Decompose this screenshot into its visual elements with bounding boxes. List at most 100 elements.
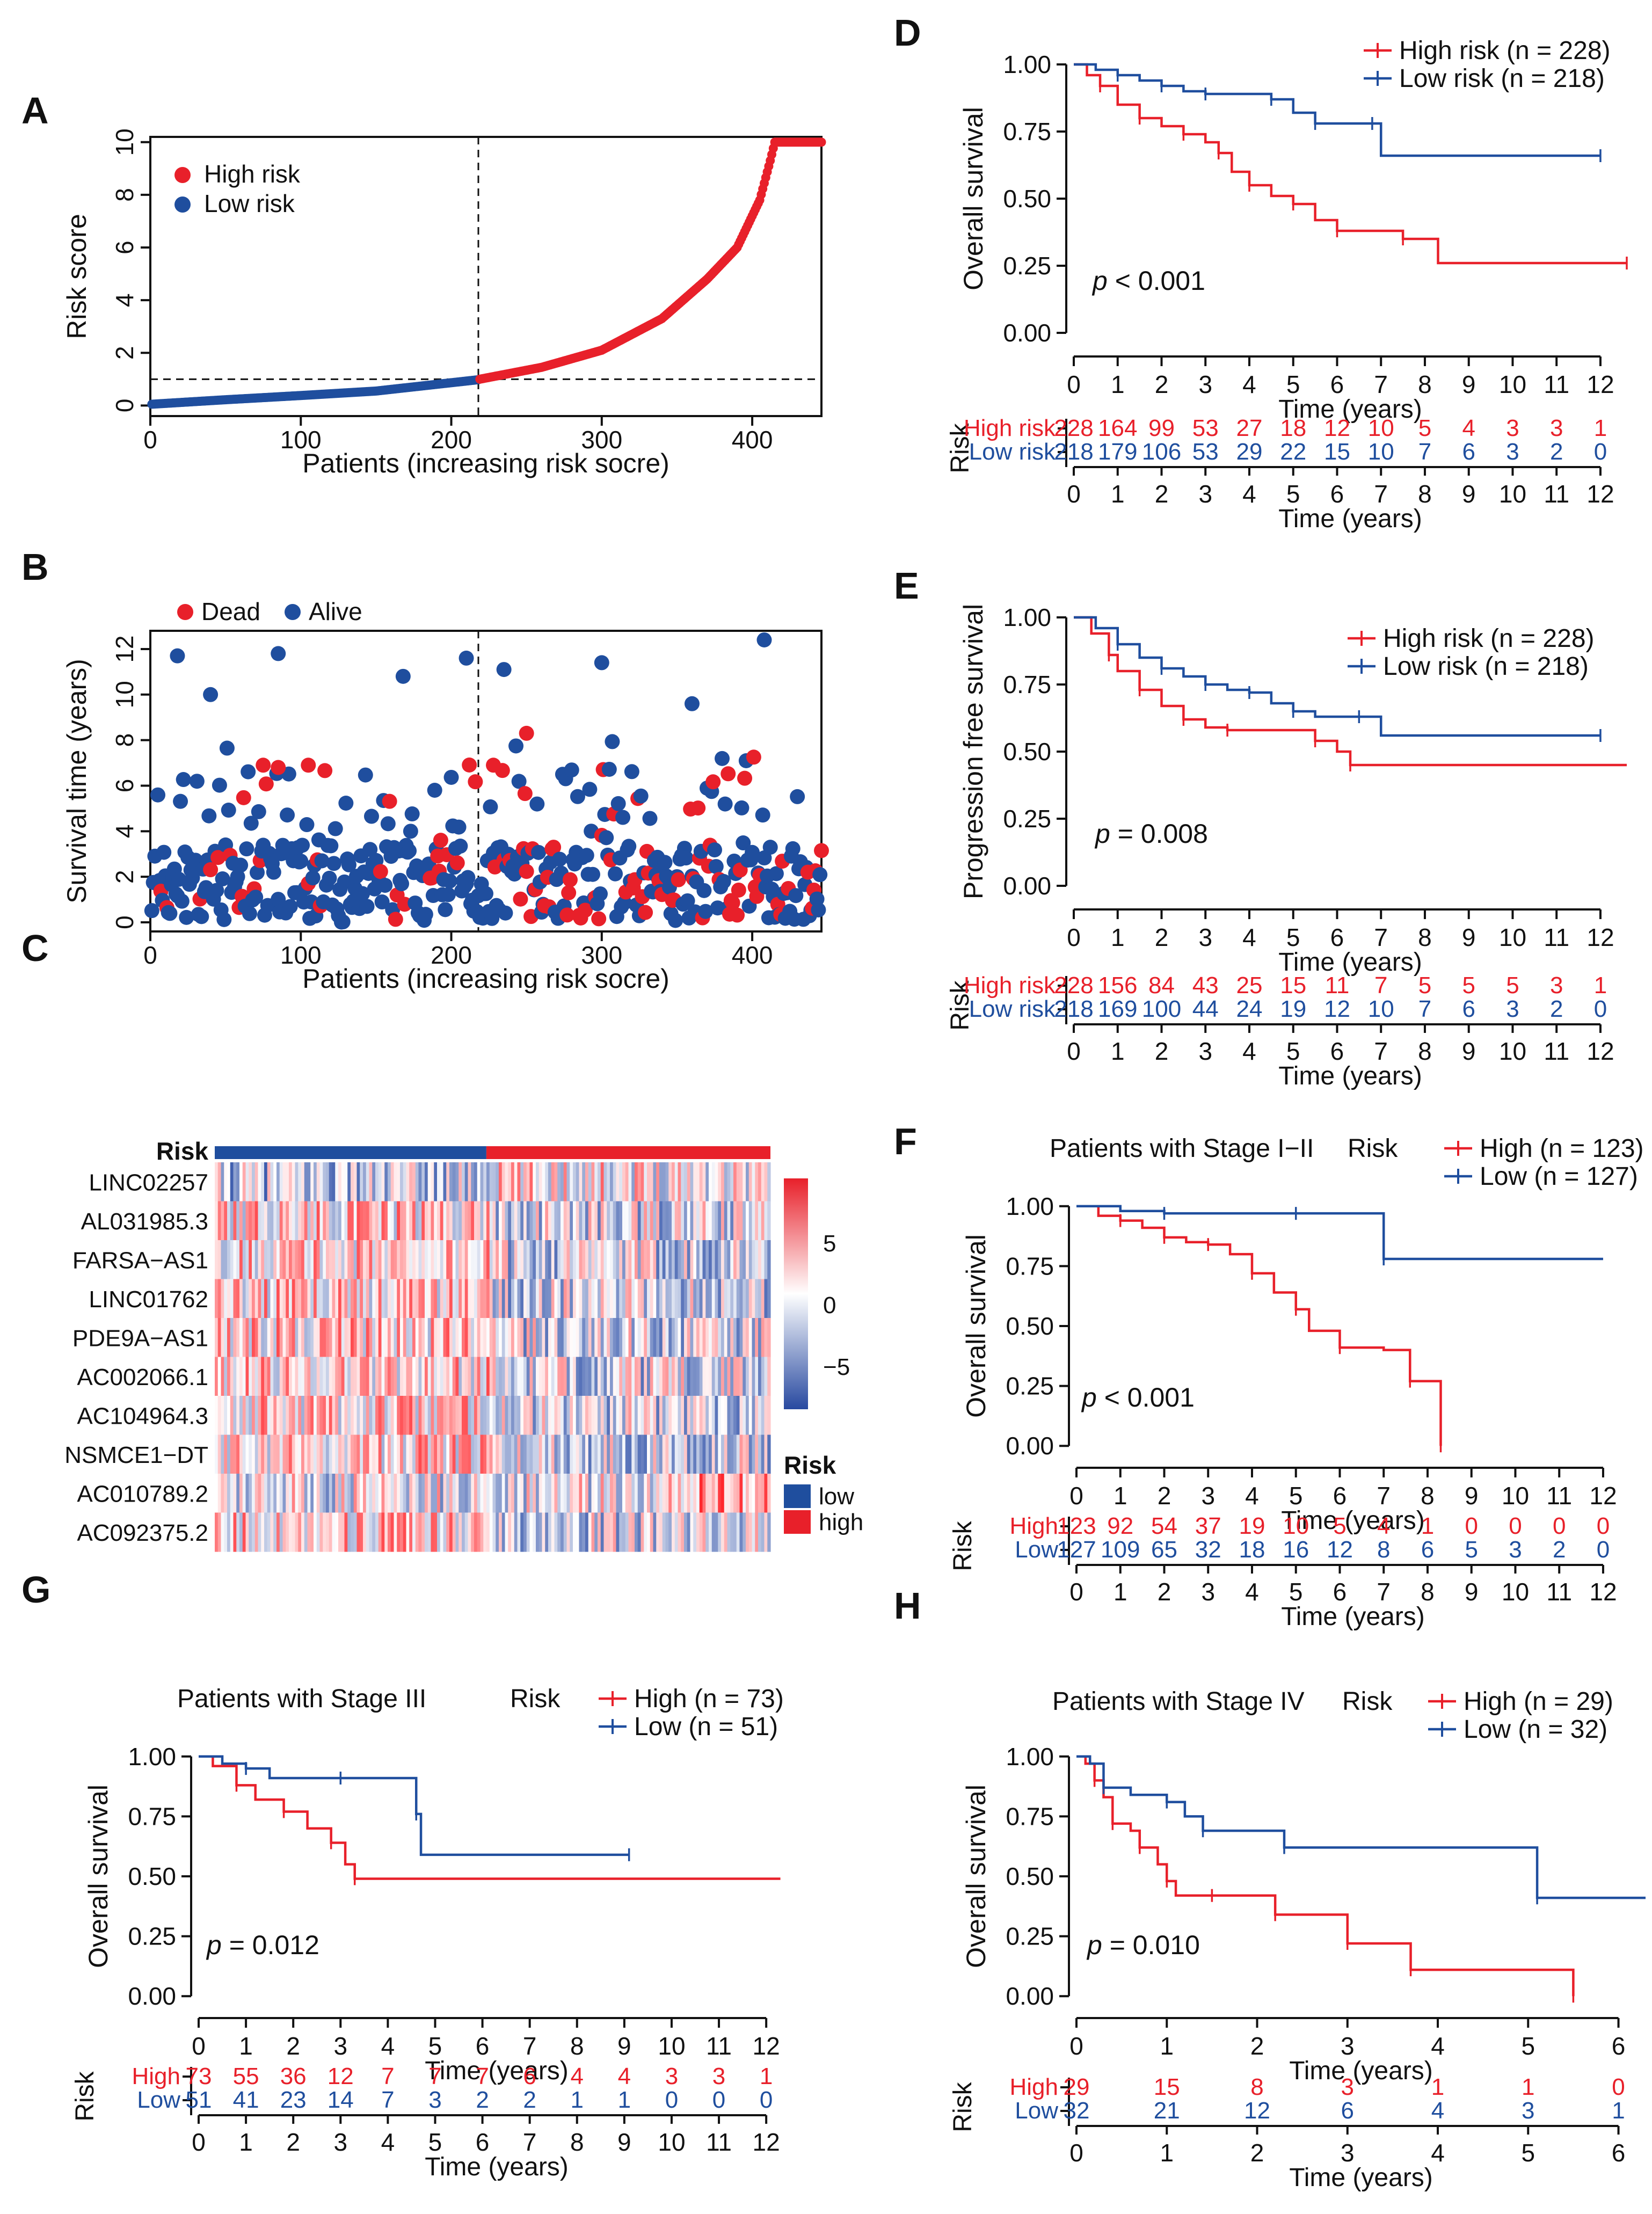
panel-label-C: C: [21, 927, 49, 969]
heatmap-cell: [665, 1201, 669, 1241]
heatmap-cell: [486, 1318, 490, 1358]
dead-point: [433, 833, 448, 848]
heatmap-cell: [721, 1512, 725, 1552]
x-tick-label: 1: [1160, 2032, 1174, 2060]
heatmap-cell: [699, 1318, 703, 1358]
heatmap-cell: [579, 1474, 583, 1513]
heatmap-cell: [755, 1201, 759, 1241]
survival-point-highlight: [756, 632, 772, 647]
heatmap-cell: [628, 1474, 632, 1513]
heatmap-cell: [622, 1201, 626, 1241]
heatmap-cell: [409, 1434, 413, 1474]
alive-point: [233, 857, 249, 873]
heatmap-cell: [736, 1162, 740, 1202]
km-subtitle: Patients with Stage I−II: [1050, 1134, 1314, 1163]
risk-table-value: 1: [1594, 972, 1607, 999]
x-tick-label: 200: [431, 426, 472, 454]
x-tick-label: 2: [286, 2032, 300, 2060]
heatmap-cell: [338, 1162, 342, 1202]
heatmap-cell: [598, 1240, 601, 1280]
heatmap-cell: [650, 1279, 654, 1319]
heatmap-cell: [711, 1240, 716, 1280]
heatmap-cell: [554, 1512, 558, 1552]
heatmap-cell: [561, 1240, 564, 1280]
heatmap-cell: [659, 1240, 663, 1280]
heatmap-cell: [369, 1396, 373, 1436]
heatmap-cell: [270, 1201, 274, 1241]
heatmap-cell: [542, 1474, 545, 1513]
risk-table-value: 0: [1594, 439, 1607, 465]
heatmap-cell: [254, 1396, 259, 1436]
heatmap-cell: [455, 1434, 459, 1474]
heatmap-cell: [492, 1279, 496, 1319]
heatmap-cell: [464, 1201, 469, 1241]
heatmap-cell: [499, 1512, 503, 1552]
heatmap-cell: [239, 1396, 243, 1436]
heatmap-cell: [403, 1474, 407, 1513]
heatmap-cell: [286, 1474, 289, 1513]
heatmap-cell: [412, 1279, 416, 1319]
x-tick-label: 5: [1521, 2032, 1535, 2060]
heatmap-cell: [332, 1434, 336, 1474]
heatmap-cell: [233, 1318, 237, 1358]
heatmap-cell: [755, 1474, 759, 1513]
heatmap-cell: [397, 1201, 401, 1241]
heatmap-cell: [245, 1434, 249, 1474]
heatmap-cell: [264, 1434, 268, 1474]
heatmap-cell: [388, 1318, 391, 1358]
heatmap-cell: [705, 1512, 709, 1552]
heatmap-cell: [351, 1396, 354, 1436]
risk-table-value: 25: [1236, 972, 1263, 999]
heatmap-cell: [316, 1318, 321, 1358]
heatmap-cell: [579, 1201, 583, 1241]
risk-table-x-tick-label: 9: [1465, 1578, 1479, 1606]
risk-table-row-label: High: [132, 2063, 181, 2089]
heatmap-cell: [270, 1474, 274, 1513]
heatmap-cell: [394, 1357, 397, 1396]
heatmap-cell: [480, 1318, 484, 1358]
risk-table-value: 73: [186, 2063, 212, 2089]
heatmap-cell: [471, 1318, 475, 1358]
heatmap-cell: [733, 1474, 737, 1513]
heatmap-cell: [468, 1279, 471, 1319]
km-curve-low: [199, 1755, 629, 1856]
heatmap-cell: [496, 1201, 499, 1241]
heatmap-cell: [619, 1162, 623, 1202]
heatmap-cell: [600, 1512, 605, 1552]
risk-table-value: 53: [1192, 439, 1219, 465]
heatmap-cell: [390, 1357, 395, 1396]
heatmap-cell: [390, 1434, 395, 1474]
heatmap-cell: [582, 1396, 586, 1436]
heatmap-cell: [431, 1318, 434, 1358]
heatmap-cell: [736, 1318, 740, 1358]
heatmap-cell: [514, 1512, 518, 1552]
heatmap-cell: [489, 1240, 493, 1280]
risk-table-value: 12: [328, 2063, 354, 2089]
heatmap-cell: [335, 1357, 339, 1396]
heatmap-cell: [696, 1434, 700, 1474]
risk-table-value: 1: [760, 2063, 773, 2089]
heatmap-cell: [576, 1240, 580, 1280]
heatmap-cell: [628, 1512, 632, 1552]
heatmap-cell: [462, 1512, 465, 1552]
heatmap-cell: [434, 1279, 438, 1319]
heatmap-cell: [585, 1318, 589, 1358]
heatmap-cell: [406, 1240, 410, 1280]
risk-table-value: 12: [1244, 2098, 1270, 2124]
heatmap-cell: [576, 1318, 580, 1358]
heatmap-cell: [425, 1279, 428, 1319]
heatmap-cell: [644, 1434, 647, 1474]
heatmap-cell: [301, 1512, 305, 1552]
heatmap-cell: [332, 1162, 336, 1202]
heatmap-cell: [258, 1434, 261, 1474]
alive-point: [593, 886, 608, 901]
heatmap-cell: [533, 1434, 536, 1474]
heatmap-cell: [434, 1162, 438, 1202]
heatmap-cell: [338, 1512, 342, 1552]
alive-point: [271, 892, 286, 907]
heatmap-cell: [415, 1318, 419, 1358]
heatmap-cell: [644, 1357, 647, 1396]
heatmap-cell: [252, 1201, 256, 1241]
